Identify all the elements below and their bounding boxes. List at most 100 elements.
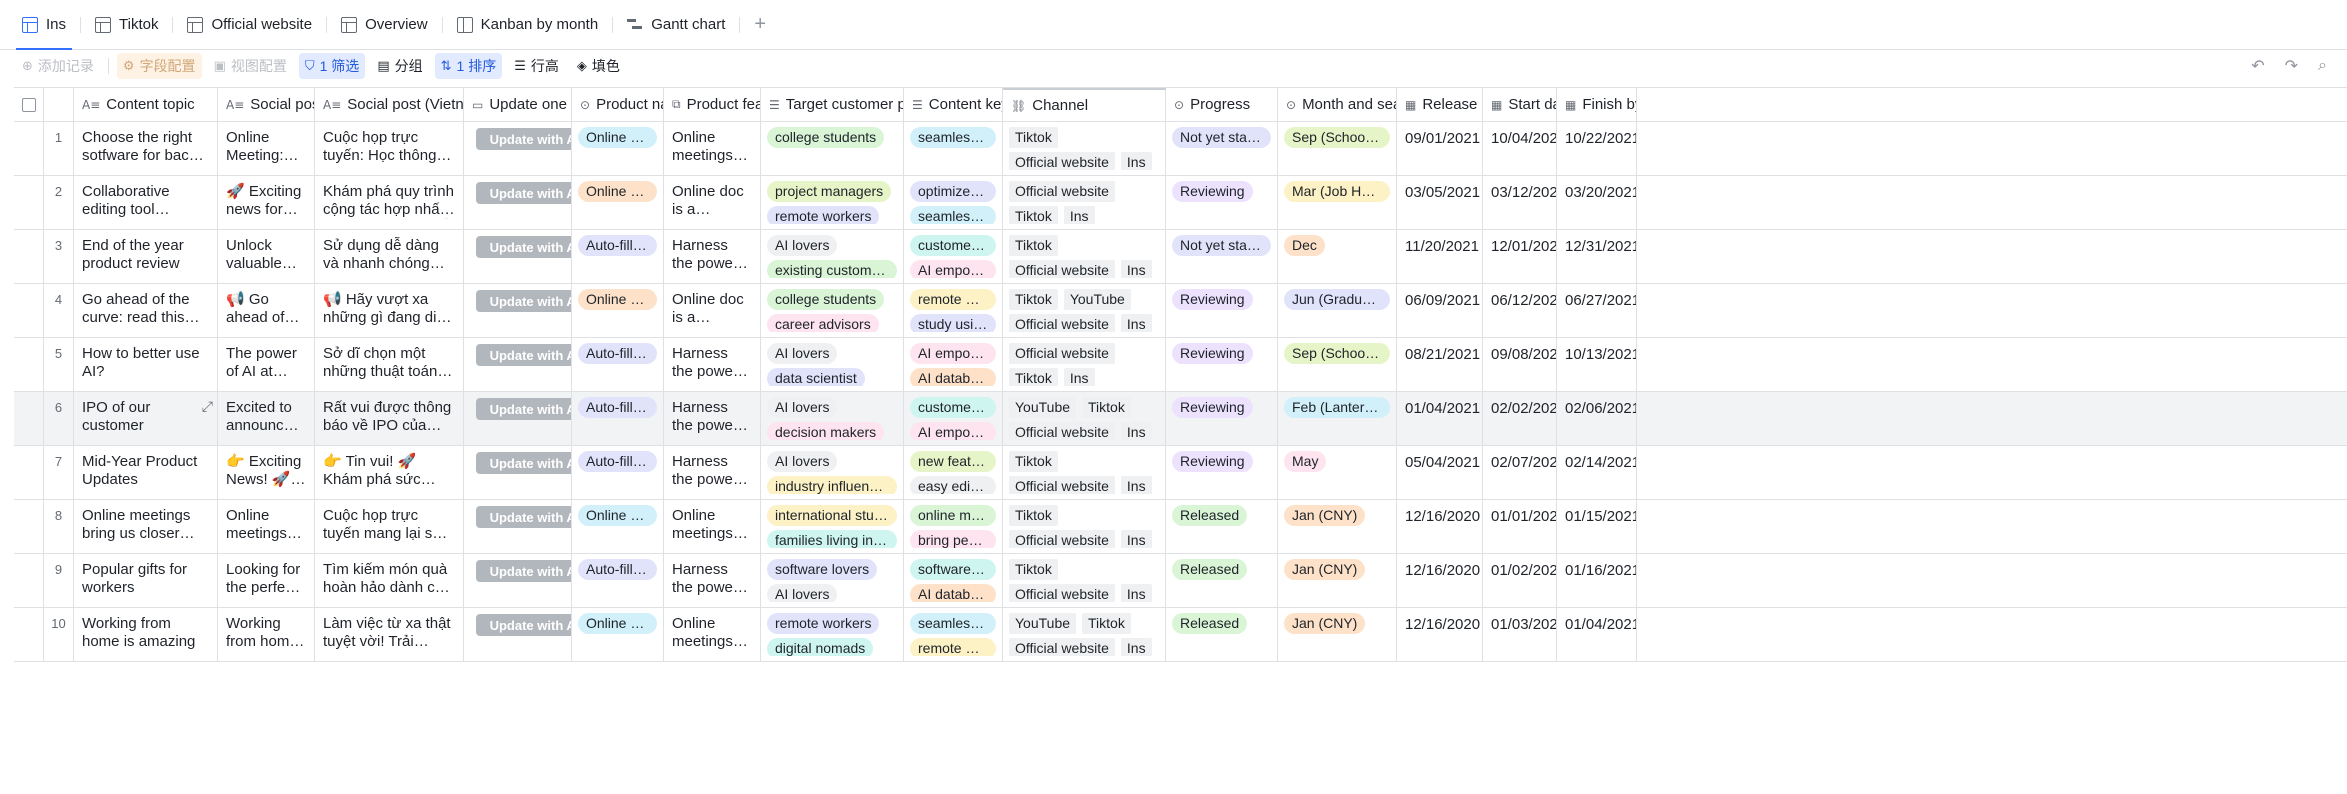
update-with-ai-button[interactable]: Update with AI (476, 290, 571, 312)
column-header-product[interactable]: ⊙ Product name (572, 88, 664, 121)
cell-keyword[interactable]: online meeting bring people closer (904, 500, 1003, 553)
column-header-release[interactable]: ▦ Release date (1397, 88, 1483, 121)
cell-release[interactable]: 03/05/2021 (1397, 176, 1483, 229)
cell-update[interactable]: Update with AI (464, 608, 572, 661)
cell-progress[interactable]: Reviewing (1166, 176, 1278, 229)
redo-icon[interactable]: ↷ (2284, 58, 2299, 75)
sort-button[interactable]: ⇅ 1 排序 (434, 53, 503, 79)
tab-official-website[interactable]: Official website (173, 0, 326, 49)
cell-target[interactable]: AI lovers decision makers (761, 392, 904, 445)
field-config-button[interactable]: ⚙ 字段配置 (116, 53, 202, 79)
search-icon[interactable]: ⌕ (2318, 57, 2327, 74)
cell-finish[interactable]: 02/14/2021 (1557, 446, 1637, 499)
column-header-topic[interactable]: A≡ Content topic (74, 88, 218, 121)
tab-gantt-chart[interactable]: Gantt chart (613, 0, 739, 49)
table-row[interactable]: 10 Working from home is amazing Working fr… (14, 608, 2347, 662)
cell-topic[interactable]: Go ahead of the curve: read this before … (74, 284, 218, 337)
cell-update[interactable]: Update with AI (464, 230, 572, 283)
cell-keyword[interactable]: software gift AI database (904, 554, 1003, 607)
cell-channel[interactable]: Tiktok YouTube Official website Ins (1003, 284, 1166, 337)
cell-finish[interactable]: 01/16/2021 (1557, 554, 1637, 607)
cell-update[interactable]: Update with AI (464, 338, 572, 391)
cell-post[interactable]: Online meetings bring people closer toge… (218, 500, 315, 553)
cell-month[interactable]: Dec (1278, 230, 1397, 283)
cell-start[interactable]: 10/04/2021 (1483, 122, 1557, 175)
cell-topic[interactable]: End of the year product review (74, 230, 218, 283)
update-with-ai-button[interactable]: Update with AI (476, 398, 571, 420)
cell-post[interactable]: Unlock valuable insights with ease this … (218, 230, 315, 283)
cell-keyword[interactable]: customer success AI empower customers (904, 230, 1003, 283)
cell-product[interactable]: Auto-fill fields with AI (572, 554, 664, 607)
cell-topic[interactable]: Collaborative editing tool changes clien… (74, 176, 218, 229)
cell-update[interactable]: Update with AI (464, 392, 572, 445)
cell-channel[interactable]: Official website Tiktok Ins (1003, 338, 1166, 391)
table-row[interactable]: 6 IPO of our customer ⤢ Excited to announce… (14, 392, 2347, 446)
select-all-checkbox[interactable] (21, 97, 36, 112)
column-header-finish[interactable]: ▦ Finish by (1557, 88, 1637, 121)
cell-post[interactable]: Excited to announce the IPO of our custo… (218, 392, 315, 445)
cell-product[interactable]: Online Meeting (572, 500, 664, 553)
cell-target[interactable]: college students career advisors (761, 284, 904, 337)
filter-button[interactable]: ⛉ 1 筛选 (298, 53, 366, 79)
cell-post[interactable]: Working from home is amazing! (218, 608, 315, 661)
cell-post[interactable]: 🚀 Exciting news for project managers and… (218, 176, 315, 229)
cell-progress[interactable]: Released (1166, 554, 1278, 607)
cell-feature[interactable]: Online meetings offer seamless video con… (664, 608, 761, 661)
cell-update[interactable]: Update with AI (464, 500, 572, 553)
cell-finish[interactable]: 03/20/2021 (1557, 176, 1637, 229)
column-header-post[interactable]: A≡Social postAI (218, 88, 315, 121)
cell-update[interactable]: Update with AI (464, 284, 572, 337)
cell-channel[interactable]: Tiktok Official website Ins (1003, 230, 1166, 283)
cell-product[interactable]: Online Doc (572, 284, 664, 337)
cell-feature[interactable]: Online doc is a collaborative editing to… (664, 284, 761, 337)
column-header-month[interactable]: ⊙ Month and season (1278, 88, 1397, 121)
table-row[interactable]: 4 Go ahead of the curve: read this before… (14, 284, 2347, 338)
cell-post[interactable]: 👉 Exciting News! 🚀 Discover the latest u… (218, 446, 315, 499)
cell-target[interactable]: AI lovers industry influencers (761, 446, 904, 499)
cell-topic[interactable]: Online meetings bring us closer together (74, 500, 218, 553)
table-row[interactable]: 5 How to better use AI? The power of AI at… (14, 338, 2347, 392)
tab-overview[interactable]: Overview (327, 0, 442, 49)
cell-release[interactable]: 12/16/2020 (1397, 500, 1483, 553)
cell-release[interactable]: 12/16/2020 (1397, 554, 1483, 607)
cell-product[interactable]: Auto-fill fields with AI (572, 392, 664, 445)
cell-post_vn[interactable]: Tìm kiếm món quà hoàn hảo dành cho đồng … (315, 554, 464, 607)
cell-finish[interactable]: 10/13/2021 (1557, 338, 1637, 391)
cell-feature[interactable]: Online doc is a collaborative editing to… (664, 176, 761, 229)
cell-finish[interactable]: 01/15/2021 (1557, 500, 1637, 553)
cell-finish[interactable]: 02/06/2021 (1557, 392, 1637, 445)
table-row[interactable]: 8 Online meetings bring us closer togethe… (14, 500, 2347, 554)
cell-start[interactable]: 03/12/2021 (1483, 176, 1557, 229)
cell-post[interactable]: 📢 Go ahead of the curve with Online Doc … (218, 284, 315, 337)
cell-month[interactable]: Mar (Job Hunting Season) (1278, 176, 1397, 229)
row-height-button[interactable]: ☰ 行高 (508, 53, 565, 79)
column-header-progress[interactable]: ⊙ Progress (1166, 88, 1278, 121)
tab-kanban-by-month[interactable]: Kanban by month (443, 0, 613, 49)
cell-target[interactable]: college students (761, 122, 904, 175)
cell-keyword[interactable]: seamless collaboration (904, 122, 1003, 175)
cell-feature[interactable]: Harness the power of AI in your workflow (664, 230, 761, 283)
cell-month[interactable]: Jan (CNY) (1278, 554, 1397, 607)
cell-release[interactable]: 05/04/2021 (1397, 446, 1483, 499)
cell-channel[interactable]: Tiktok Official website Ins (1003, 446, 1166, 499)
column-header-keyword[interactable]: ☰ Content keyword (904, 88, 1003, 121)
cell-start[interactable]: 01/02/2021 (1483, 554, 1557, 607)
cell-progress[interactable]: Not yet started (1166, 230, 1278, 283)
cell-keyword[interactable]: customer success AI empower customers (904, 392, 1003, 445)
cell-post_vn[interactable]: 👉 Tin vui! 🚀 Khám phá sức mạnh của Trí t… (315, 446, 464, 499)
view-config-button[interactable]: ▣ 视图配置 (208, 53, 293, 79)
cell-target[interactable]: remote workers digital nomads (761, 608, 904, 661)
cell-feature[interactable]: Online meetings offer seamless video con… (664, 500, 761, 553)
column-header-post_vn[interactable]: A≡Social post (Vietnamese)AI (315, 88, 464, 121)
cell-start[interactable]: 02/02/2021 (1483, 392, 1557, 445)
cell-post_vn[interactable]: Sử dụng dễ dàng và nhanh chóng các thông… (315, 230, 464, 283)
cell-target[interactable]: international students families living in… (761, 500, 904, 553)
cell-product[interactable]: Auto-fill fields with AI (572, 338, 664, 391)
cell-feature[interactable]: Harness the power of AI in your workflow (664, 554, 761, 607)
cell-post_vn[interactable]: 📢 Hãy vượt xa những gì đang diễn ra với … (315, 284, 464, 337)
cell-topic[interactable]: How to better use AI? (74, 338, 218, 391)
cell-progress[interactable]: Released (1166, 608, 1278, 661)
add-view-button[interactable]: + (754, 13, 767, 35)
cell-finish[interactable]: 06/27/2021 (1557, 284, 1637, 337)
cell-channel[interactable]: Official website Tiktok Ins (1003, 176, 1166, 229)
